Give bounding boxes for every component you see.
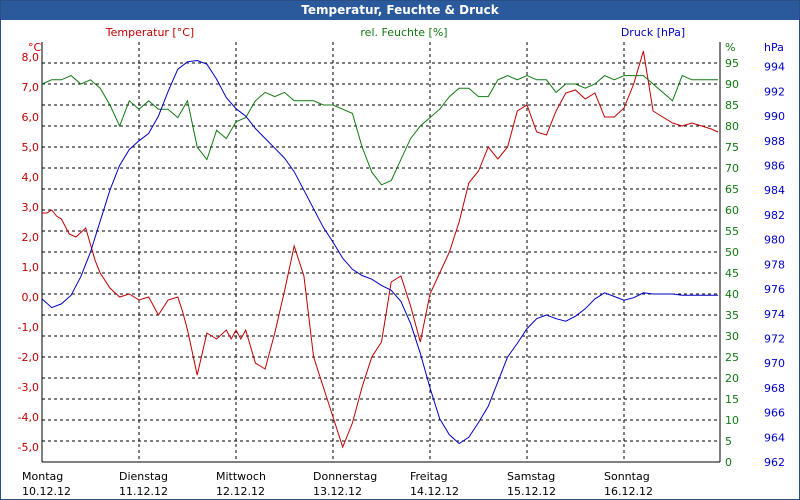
tick-label-temperature: -1,0 (18, 321, 39, 334)
tick-label-pressure: 974 (764, 308, 785, 321)
tick-label-temperature: -5,0 (18, 441, 39, 454)
tick-label-humidity: 75 (725, 141, 739, 154)
tick-label-humidity: 35 (725, 309, 739, 322)
tick-label-pressure: 968 (764, 382, 785, 395)
tick-label-humidity: 0 (725, 456, 732, 469)
x-tick-date: 13.12.12 (313, 485, 362, 498)
x-tick-day: Freitag (410, 470, 448, 483)
tick-label-pressure: 972 (764, 332, 785, 345)
tick-label-temperature: 2,0 (22, 231, 40, 244)
tick-label-humidity: 5 (725, 435, 732, 448)
tick-label-pressure: 980 (764, 234, 785, 247)
grid-lines (42, 42, 720, 462)
x-tick-date: 15.12.12 (507, 485, 556, 498)
tick-label-humidity: 10 (725, 414, 739, 427)
tick-label-humidity: 80 (725, 120, 739, 133)
tick-label-pressure: 976 (764, 283, 785, 296)
tick-label-humidity: 30 (725, 330, 739, 343)
tick-label-humidity: 70 (725, 162, 739, 175)
tick-label-pressure: 978 (764, 258, 785, 271)
temperature-line (42, 50, 719, 449)
tick-label-humidity: 90 (725, 78, 739, 91)
x-tick-day: Sonntag (604, 470, 650, 483)
tick-label-temperature: 5,0 (22, 141, 40, 154)
tick-label-pressure: 970 (764, 357, 785, 370)
unit-right: hPa (764, 41, 784, 54)
window-title: Temperatur, Feuchte & Druck (1, 1, 799, 20)
legend-pressure: Druck [hPa] (621, 26, 685, 39)
axes (41, 42, 721, 463)
x-tick-day: Mittwoch (216, 470, 266, 483)
x-tick-day: Donnerstag (313, 470, 377, 483)
tick-label-humidity: 15 (725, 393, 739, 406)
tick-label-humidity: 85 (725, 99, 739, 112)
tick-label-temperature: 7,0 (22, 81, 40, 94)
tick-label-pressure: 966 (764, 407, 785, 420)
pressure-line (41, 59, 718, 445)
x-tick-day: Samstag (507, 470, 555, 483)
x-tick-day: Dienstag (119, 470, 168, 483)
unit-left: °C (28, 41, 42, 54)
tick-label-temperature: 0,0 (22, 291, 40, 304)
x-tick-date: 10.12.12 (22, 485, 71, 498)
series-lines (41, 50, 719, 449)
legend-temperature: Temperatur [°C] (105, 26, 194, 39)
tick-label-humidity: 50 (725, 246, 739, 259)
tick-label-humidity: 20 (725, 372, 739, 385)
tick-label-humidity: 40 (725, 288, 739, 301)
tick-label-temperature: 4,0 (22, 171, 40, 184)
tick-label-pressure: 982 (764, 209, 785, 222)
tick-label-pressure: 964 (764, 431, 785, 444)
x-tick-date: 11.12.12 (119, 485, 168, 498)
tick-label-humidity: 95 (725, 57, 739, 70)
tick-label-pressure: 992 (764, 85, 785, 98)
tick-label-temperature: 6,0 (22, 111, 40, 124)
tick-label-humidity: 60 (725, 204, 739, 217)
axis-headers: Temperatur [°C] rel. Feuchte [%] Druck [… (28, 26, 784, 54)
tick-label-temperature: -4,0 (18, 411, 39, 424)
humidity-line (41, 74, 718, 186)
tick-label-pressure: 962 (764, 456, 785, 469)
tick-label-temperature: 3,0 (22, 201, 40, 214)
x-tick-date: 14.12.12 (410, 485, 459, 498)
tick-label-pressure: 986 (764, 160, 785, 173)
tick-label-pressure: 994 (764, 61, 785, 74)
tick-label-humidity: 45 (725, 267, 739, 280)
tick-label-humidity: 25 (725, 351, 739, 364)
tick-label-pressure: 988 (764, 135, 785, 148)
x-tick-date: 16.12.12 (604, 485, 653, 498)
tick-label-temperature: 1,0 (22, 261, 40, 274)
tick-label-temperature: -3,0 (18, 381, 39, 394)
tick-labels: -5,0 -4,0 -3,0 -2,0 -1,0 0,0 1,0 2,0 3,0 4,0 5,0 6,… (18, 51, 785, 498)
tick-label-temperature: -2,0 (18, 351, 39, 364)
x-tick-day: Montag (22, 470, 63, 483)
x-tick-date: 12.12.12 (216, 485, 265, 498)
tick-label-humidity: 65 (725, 183, 739, 196)
unit-middle: % (725, 41, 735, 54)
tick-label-pressure: 984 (764, 184, 785, 197)
tick-label-humidity: 55 (725, 225, 739, 238)
tick-label-temperature: 8,0 (22, 51, 40, 64)
tick-label-pressure: 990 (764, 110, 785, 123)
legend-humidity: rel. Feuchte [%] (360, 26, 447, 39)
